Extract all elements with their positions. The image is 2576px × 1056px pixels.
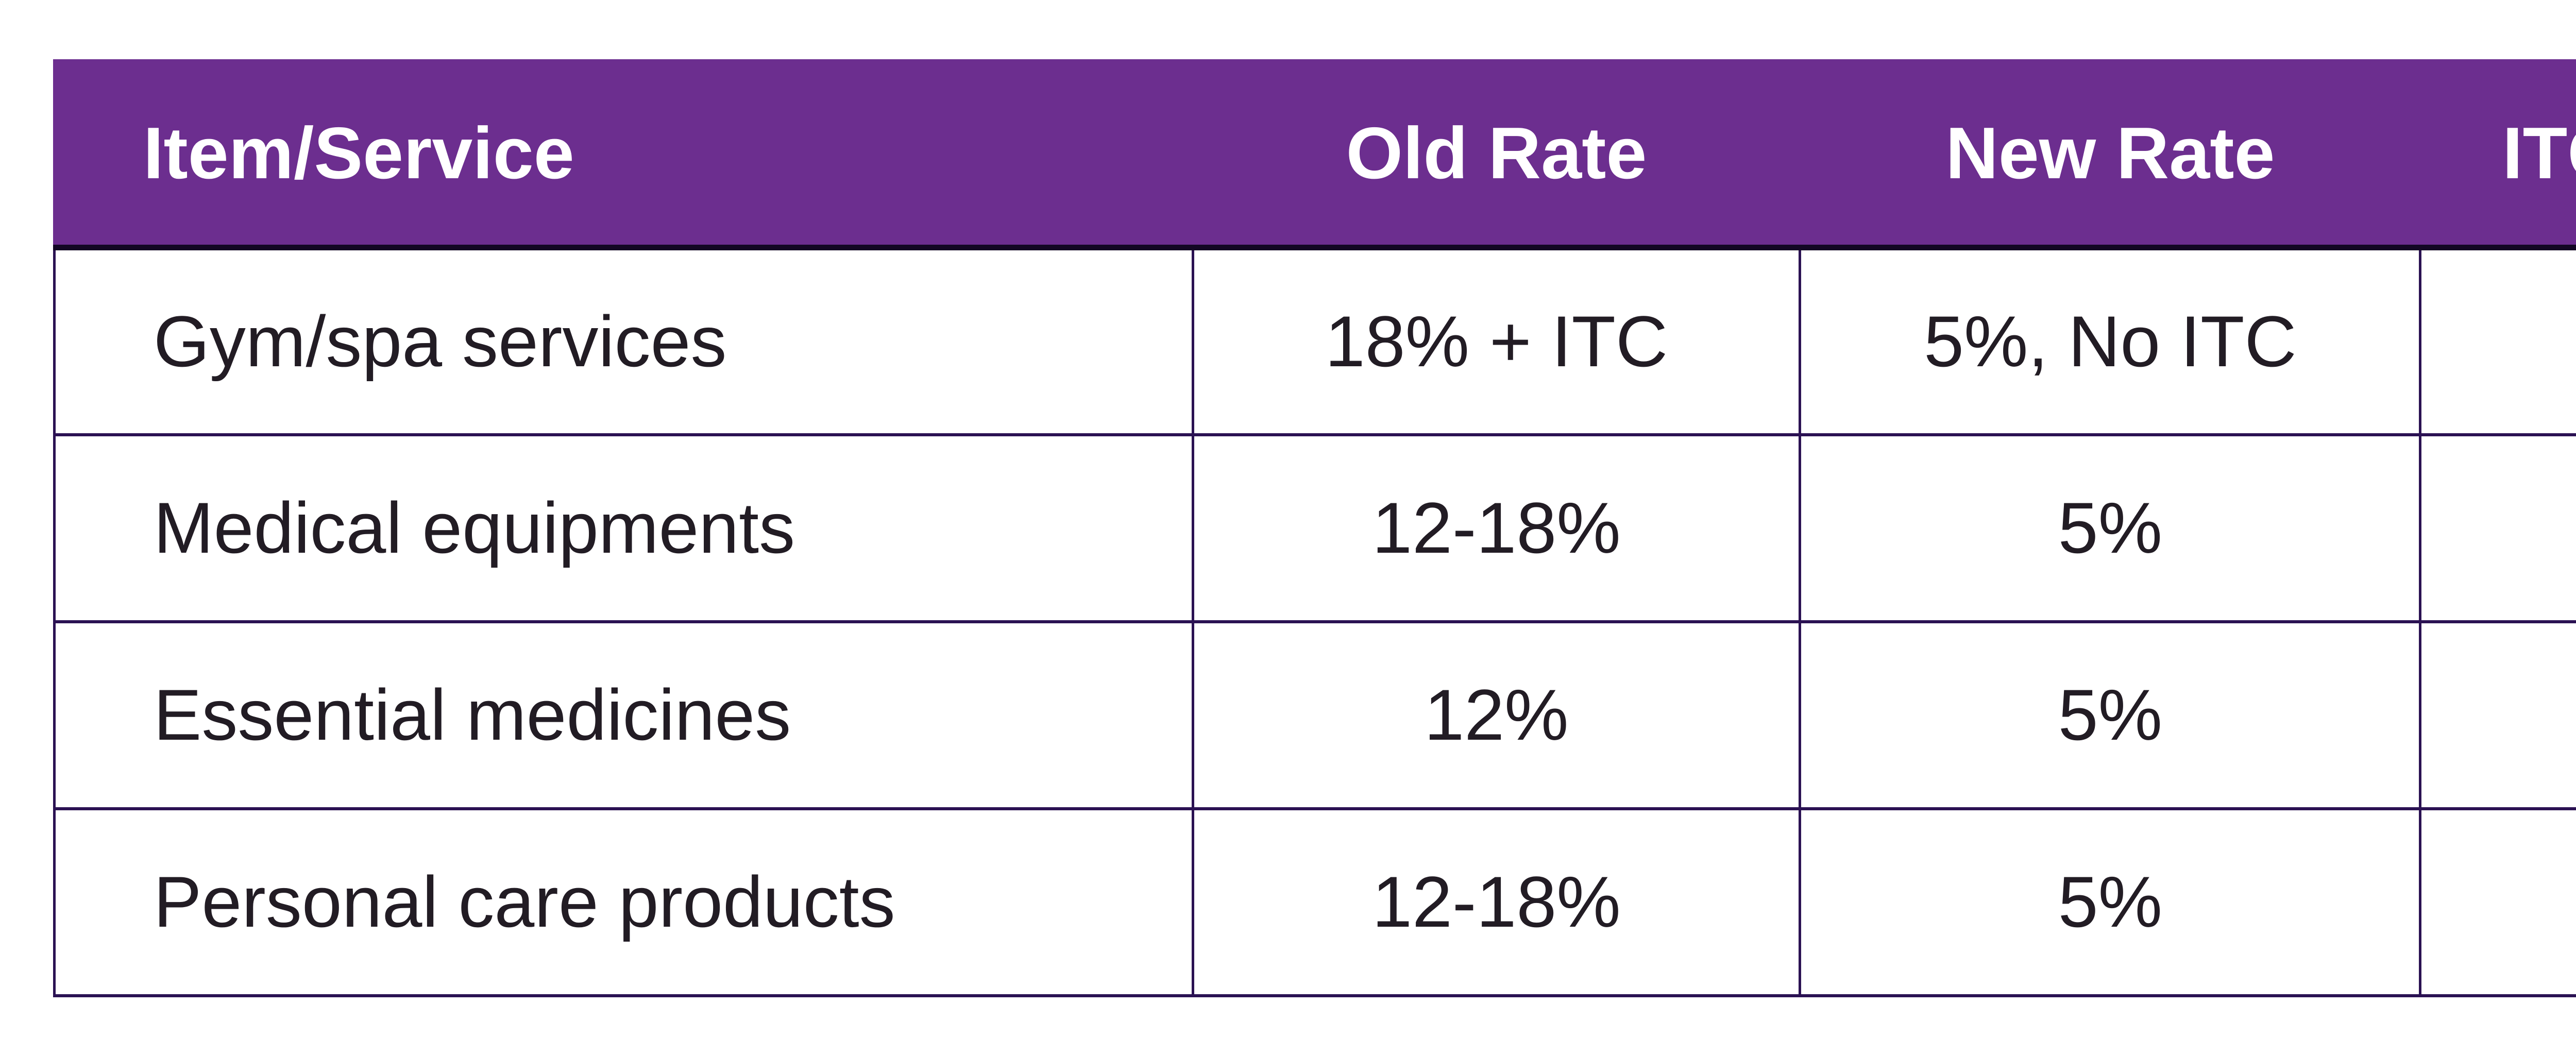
cell-item: Essential medicines (53, 620, 1194, 810)
table-header: Item/Service Old Rate New Rate ITC Avail… (53, 59, 2576, 250)
cell-itc-available (2419, 620, 2576, 810)
gst-rate-table: Item/Service Old Rate New Rate ITC Avail… (53, 59, 2576, 997)
cell-itc-available (2419, 433, 2576, 623)
column-header-old-rate: Old Rate (1191, 59, 1802, 250)
column-header-item-service: Item/Service (53, 59, 1194, 250)
header-row: Item/Service Old Rate New Rate ITC Avail… (53, 59, 2576, 250)
table-row: Personal care products 12-18% 5% (53, 807, 2576, 997)
cell-old-rate: 12-18% (1191, 807, 1802, 997)
cell-new-rate: 5% (1799, 807, 2422, 997)
cell-old-rate: 18% + ITC (1191, 246, 1802, 436)
cell-new-rate: 5% (1799, 620, 2422, 810)
cell-item: Gym/spa services (53, 246, 1194, 436)
column-header-new-rate: New Rate (1799, 59, 2422, 250)
cell-item: Personal care products (53, 807, 1194, 997)
cell-new-rate: 5% (1799, 433, 2422, 623)
cell-itc-available (2419, 807, 2576, 997)
cell-old-rate: 12% (1191, 620, 1802, 810)
cell-old-rate: 12-18% (1191, 433, 1802, 623)
cell-new-rate: 5%, No ITC (1799, 246, 2422, 436)
table-row: Gym/spa services 18% + ITC 5%, No ITC (53, 246, 2576, 436)
cell-item: Medical equipments (53, 433, 1194, 623)
column-header-itc-available: ITC Available (2419, 59, 2576, 250)
table-body: Gym/spa services 18% + ITC 5%, No ITC Me… (53, 246, 2576, 997)
table-row: Essential medicines 12% 5% (53, 620, 2576, 810)
cell-itc-available (2419, 246, 2576, 436)
table-row: Medical equipments 12-18% 5% (53, 433, 2576, 623)
